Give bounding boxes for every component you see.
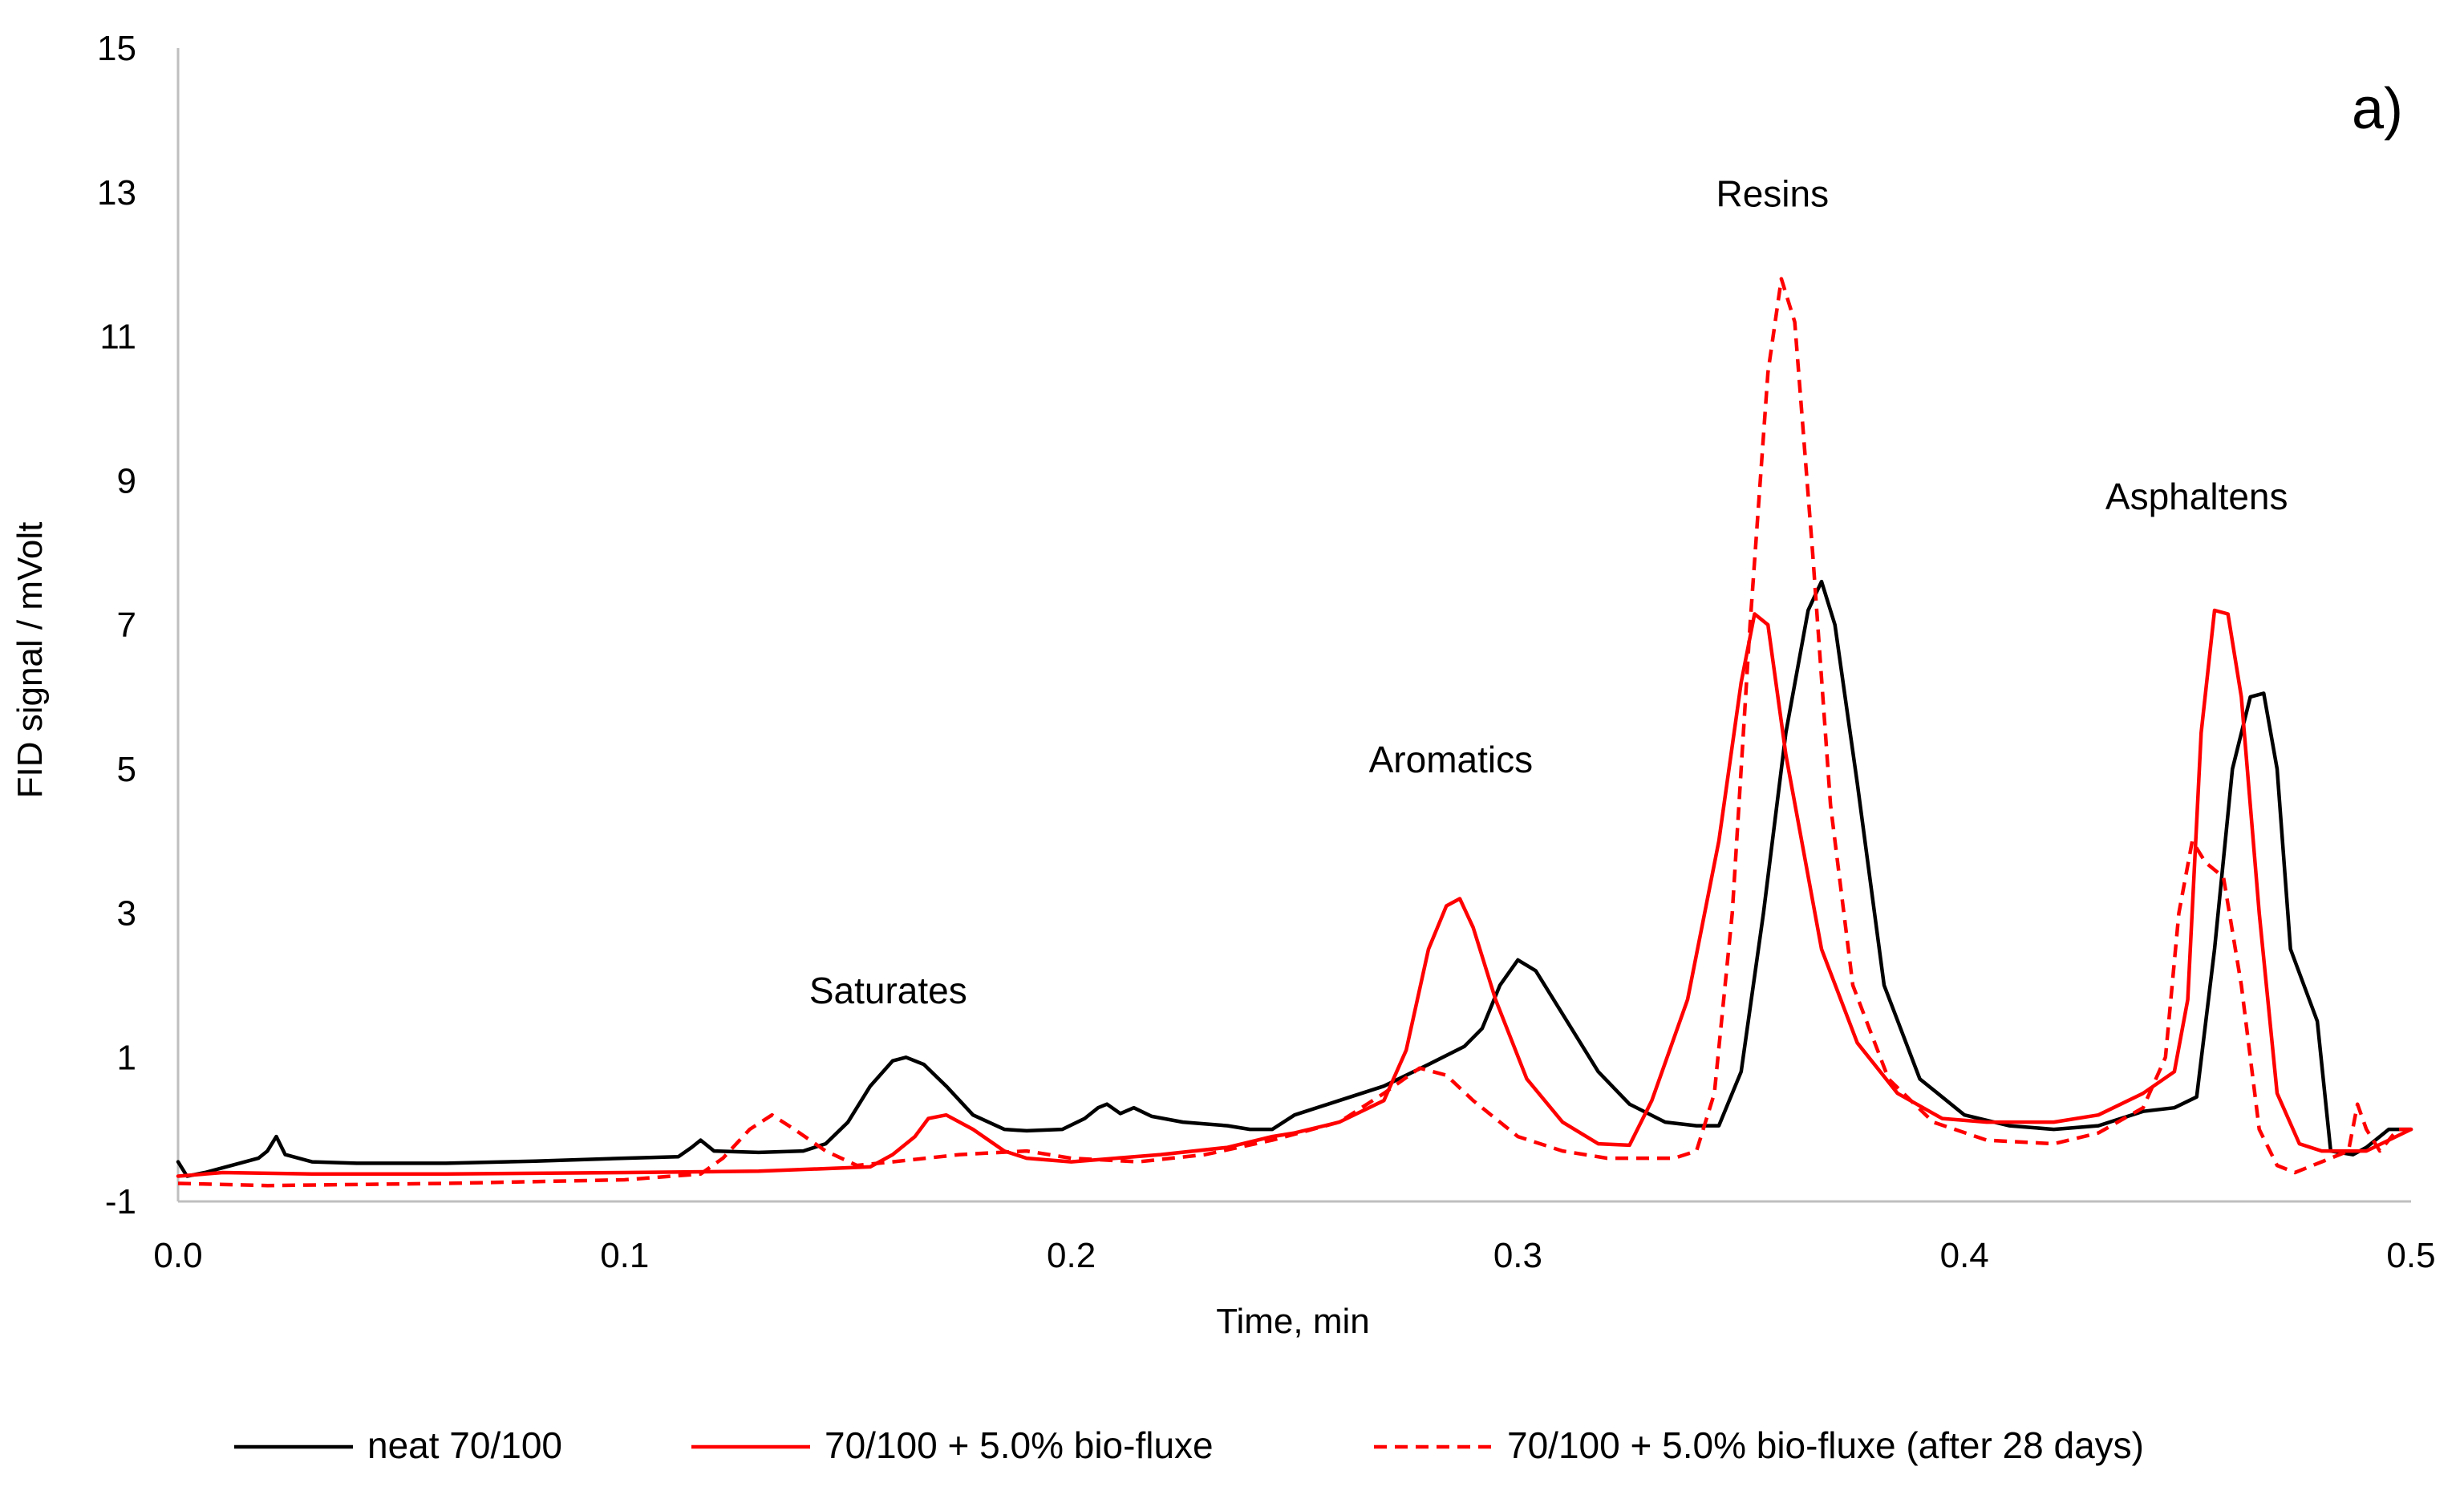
y-tick-label: 11 [99,318,136,357]
x-tick-label: 0.1 [600,1236,649,1275]
y-tick-label: 7 [117,606,136,645]
legend: neat 70/100 70/100 + 5.0% bio-fluxe 70/100… [234,1424,2144,1466]
y-axis-title: FID signal / mVolt [10,522,50,799]
y-tick-label: -1 [105,1182,136,1221]
peak-annotations: Saturates Aromatics Resins Asphaltens [809,173,2288,1011]
series-layer [176,277,2413,1188]
y-tick-label: 15 [97,29,136,68]
legend-label-3: 70/100 + 5.0% bio-fluxe (after 28 days) [1507,1424,2144,1466]
x-tick-label: 0.2 [1047,1236,1096,1275]
annotation-asphaltens: Asphaltens [2105,476,2288,517]
x-tick-label: 0.0 [153,1236,202,1275]
series-line-2 [176,608,2413,1178]
x-axis-title: Time, min [1216,1302,1370,1341]
x-tick-labels: 0.0 0.1 0.2 0.3 0.4 0.5 [153,1236,2435,1275]
y-tick-label: 13 [97,173,136,213]
panel-label: a) [2352,77,2403,141]
x-tick-label: 0.5 [2386,1236,2435,1275]
legend-label-1: neat 70/100 [367,1424,562,1466]
y-tick-label: 9 [117,461,136,500]
y-tick-label: 3 [117,894,136,934]
x-tick-label: 0.3 [1493,1236,1542,1275]
legend-label-2: 70/100 + 5.0% bio-fluxe [825,1424,1214,1466]
annotation-saturates: Saturates [809,970,967,1011]
series-line-3 [177,277,2411,1188]
y-tick-label: 5 [117,750,136,789]
y-tick-label: 1 [117,1038,136,1077]
annotation-resins: Resins [1716,173,1829,215]
annotation-aromatics: Aromatics [1369,739,1533,780]
axes [176,48,2411,1203]
x-tick-label: 0.4 [1940,1236,1989,1275]
series-line-1 [176,579,2413,1178]
